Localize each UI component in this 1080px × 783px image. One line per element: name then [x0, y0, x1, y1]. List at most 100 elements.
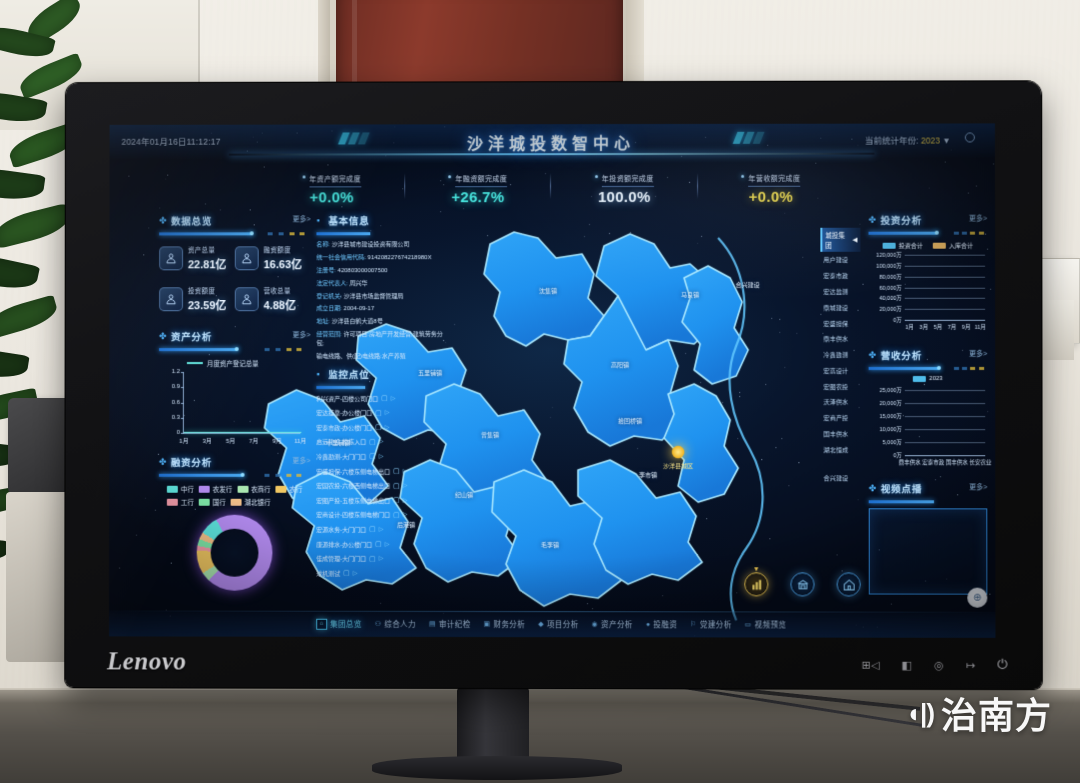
subsidiary-list-item[interactable]: 合兴建设: [820, 470, 860, 486]
monitor-point-item[interactable]: 佳成管理-大门门口 ▢ ▷: [316, 554, 444, 563]
monitor-point-item[interactable]: 宏图产投-五楼东侧电梯出口 ▢ ▷: [316, 496, 444, 505]
monitor-point-item[interactable]: 宏盛担保-六楼东侧电梯出口 ▢ ▷: [316, 466, 444, 475]
donut-legend-item[interactable]: 农行: [275, 484, 302, 494]
info-label: 名称:: [316, 242, 330, 248]
play-icon[interactable]: ▷: [403, 467, 408, 474]
monitor-point-item[interactable]: 宏达挂靠-办公楼门口 ▢ ▷: [316, 408, 444, 417]
subsidiary-list-item[interactable]: 湖北恒成: [820, 441, 860, 457]
monitor-key-0[interactable]: ⊞◁: [862, 658, 880, 671]
nav-item-投融资[interactable]: ● 投融资: [646, 619, 677, 630]
subsidiary-list-item[interactable]: 宏商产投: [820, 410, 860, 426]
monitor-point-item[interactable]: 冷鑫勘测-大门门口 ▢ ▷: [316, 452, 444, 461]
donut-legend-item[interactable]: 湖北银行: [231, 497, 271, 507]
donut-legend-item[interactable]: 农商行: [237, 484, 270, 494]
subsidiary-list-item[interactable]: 冷鑫勘测: [820, 347, 860, 363]
donut-legend-item[interactable]: 工行: [167, 497, 194, 507]
monitor-key-4[interactable]: ⏻: [997, 657, 1007, 673]
monitor-point-item[interactable]: 利兴资产-四楼公司门口 ▢ ▷: [316, 394, 444, 403]
finance-more-link[interactable]: 更多>: [292, 456, 310, 466]
monitor-point-item[interactable]: 宏源水务-大门门口 ▢ ▷: [316, 525, 444, 534]
play-icon[interactable]: ▷: [385, 409, 390, 416]
panel-square-icon: ▪: [316, 370, 324, 378]
subsidiary-list-item[interactable]: 宏盛担保: [820, 315, 860, 331]
subsidiary-list-item[interactable]: 宏高设计: [820, 362, 860, 378]
donut-legend-item[interactable]: 中行: [167, 484, 194, 494]
panel-progress-decoration: [159, 347, 310, 352]
year-selector[interactable]: 当前统计年份: 2023 ▼: [865, 135, 951, 147]
language-globe-icon[interactable]: ⊕: [967, 588, 987, 608]
invest-chart-legend: 投资合计 入库合计: [869, 241, 988, 250]
nav-item-财务分析[interactable]: ▣ 财务分析: [484, 619, 526, 630]
subsidiary-list-item[interactable]: 沃泽供水: [820, 394, 860, 410]
monitor-key-3[interactable]: ↦: [966, 658, 975, 671]
nav-item-资产分析[interactable]: ◉ 资产分析: [592, 619, 633, 630]
asset-x-tick: 1月: [179, 433, 188, 445]
invest-more-link[interactable]: 更多>: [969, 214, 987, 224]
play-icon[interactable]: ▷: [385, 424, 390, 431]
subsidiary-list-item[interactable]: 宏达监测: [820, 283, 860, 299]
monitor-point-item[interactable]: 启远建设-楼栋入口 ▢ ▷: [316, 437, 444, 446]
play-icon[interactable]: ▷: [379, 555, 384, 562]
subsidiary-list-item[interactable]: 国丰供水: [820, 426, 860, 442]
subsidiary-list-header[interactable]: 城投集团 ◀: [820, 228, 860, 252]
nav-item-集团总览[interactable]: ⌂ 集团总览: [316, 618, 362, 629]
info-value: 沙洋县市场监督管理局: [344, 294, 404, 300]
play-icon[interactable]: ▷: [379, 438, 384, 445]
camera-icon: ▢: [393, 496, 400, 504]
play-icon[interactable]: ▷: [385, 540, 390, 547]
home-icon[interactable]: [837, 572, 861, 596]
asset-panel-title: 资产分析: [171, 329, 212, 343]
donut-legend-item[interactable]: 农发行: [199, 484, 232, 494]
monitor-point-item[interactable]: 宏园农投-六楼西侧电梯出口 ▢ ▷: [316, 481, 444, 490]
subsidiary-list-item[interactable]: 鼎城建设: [820, 299, 860, 315]
chart-legend-item[interactable]: 入库合计: [933, 241, 973, 250]
asset-x-tick: 5月: [226, 433, 235, 445]
play-icon[interactable]: ▷: [379, 526, 384, 533]
info-value: 周兴华: [350, 281, 368, 287]
stat-label: 资产总量: [188, 244, 226, 254]
donut-legend-item[interactable]: 国行: [199, 497, 226, 507]
nav-item-党建分析[interactable]: ⚐ 党建分析: [690, 619, 731, 630]
revenue-panel-title: 营收分析: [881, 348, 922, 362]
map-region-label: 曾集镇: [481, 429, 499, 438]
revenue-more-link[interactable]: 更多>: [969, 349, 987, 359]
monitor-point-item[interactable]: 球机测试 ▢ ▷: [316, 568, 444, 577]
monitor-point-item[interactable]: 康源排水-办公楼门口 ▢ ▷: [316, 539, 444, 548]
donut-center-hole: [211, 529, 259, 577]
subsidiary-list-item[interactable]: [820, 457, 860, 470]
nav-item-综合人力[interactable]: ⚇ 综合人力: [375, 618, 416, 629]
asset-icon: [159, 246, 183, 270]
monitor-point-item[interactable]: 宏泰市政-办公楼门口 ▢ ▷: [316, 423, 444, 432]
chart-pin-icon[interactable]: ▼: [744, 572, 768, 596]
subsidiary-list-item[interactable]: 宏图农投: [820, 378, 860, 394]
play-icon[interactable]: ▷: [379, 453, 384, 460]
play-icon[interactable]: ▷: [391, 395, 396, 402]
overview-more-link[interactable]: 更多>: [292, 214, 310, 224]
subsidiary-list-item[interactable]: 宏泰市政: [820, 268, 860, 284]
video-player-area[interactable]: [869, 508, 988, 594]
revenue-bar-chart: 2023 0万 5,000万 10,000万 15,000万 20,000万 25,000…: [869, 376, 988, 472]
subsidiary-list-item[interactable]: 用户建设: [820, 252, 860, 268]
asset-more-link[interactable]: 更多>: [292, 330, 310, 340]
chart-legend-item[interactable]: 投资合计: [883, 241, 923, 250]
play-icon[interactable]: ▷: [403, 511, 408, 518]
monitor-key-2[interactable]: ◎: [934, 658, 944, 671]
monitor-key-1[interactable]: ◧: [901, 658, 911, 671]
nav-item-项目分析[interactable]: ◆ 项目分析: [538, 619, 578, 630]
subsidiary-list-item[interactable]: 鼎丰供水: [820, 331, 860, 347]
play-icon[interactable]: ▷: [403, 482, 408, 489]
monitor-point-label: 康源排水-办公楼门口: [316, 539, 372, 548]
camera-icon: ▢: [393, 511, 400, 519]
play-icon[interactable]: ▷: [403, 497, 408, 504]
nav-item-视频预览[interactable]: ▭ 视频预览: [745, 619, 787, 630]
nav-item-审计纪检[interactable]: ▤ 审计纪检: [429, 618, 471, 629]
monitor-point-item[interactable]: 宏商设计-四楼东侧电梯门口 ▢ ▷: [316, 510, 444, 519]
play-icon[interactable]: ▷: [353, 570, 358, 577]
map-location-pin[interactable]: [672, 446, 685, 459]
video-more-link[interactable]: 更多>: [969, 482, 987, 492]
left-column: ✤ 数据总览 更多> 资产总量 22.81亿: [159, 212, 311, 590]
chart-legend-item[interactable]: 2023: [913, 376, 943, 382]
camera-icon: ▢: [375, 540, 382, 548]
bank-icon[interactable]: [790, 572, 814, 596]
gear-icon[interactable]: [965, 132, 975, 142]
